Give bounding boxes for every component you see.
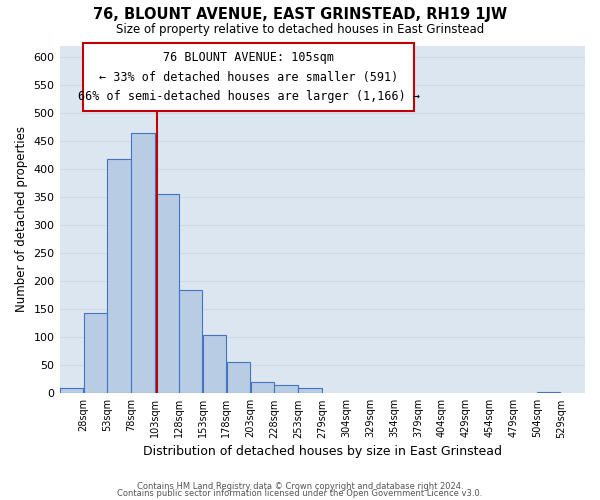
- Text: 76, BLOUNT AVENUE, EAST GRINSTEAD, RH19 1JW: 76, BLOUNT AVENUE, EAST GRINSTEAD, RH19 …: [93, 8, 507, 22]
- X-axis label: Distribution of detached houses by size in East Grinstead: Distribution of detached houses by size …: [143, 444, 502, 458]
- Text: ← 33% of detached houses are smaller (591): ← 33% of detached houses are smaller (59…: [99, 70, 398, 84]
- Text: Contains public sector information licensed under the Open Government Licence v3: Contains public sector information licen…: [118, 488, 482, 498]
- FancyBboxPatch shape: [83, 43, 414, 111]
- Bar: [298, 388, 322, 394]
- Bar: [227, 362, 250, 394]
- Bar: [203, 335, 226, 394]
- Bar: [107, 160, 131, 394]
- Y-axis label: Number of detached properties: Number of detached properties: [15, 126, 28, 312]
- Text: 76 BLOUNT AVENUE: 105sqm: 76 BLOUNT AVENUE: 105sqm: [163, 52, 334, 64]
- Bar: [83, 313, 107, 394]
- Bar: [536, 392, 560, 394]
- Bar: [131, 132, 155, 394]
- Bar: [60, 388, 83, 394]
- Bar: [179, 290, 202, 394]
- Text: Contains HM Land Registry data © Crown copyright and database right 2024.: Contains HM Land Registry data © Crown c…: [137, 482, 463, 491]
- Bar: [155, 194, 179, 394]
- Bar: [251, 382, 274, 394]
- Bar: [274, 385, 298, 394]
- Text: 66% of semi-detached houses are larger (1,166) →: 66% of semi-detached houses are larger (…: [78, 90, 420, 102]
- Text: Size of property relative to detached houses in East Grinstead: Size of property relative to detached ho…: [116, 22, 484, 36]
